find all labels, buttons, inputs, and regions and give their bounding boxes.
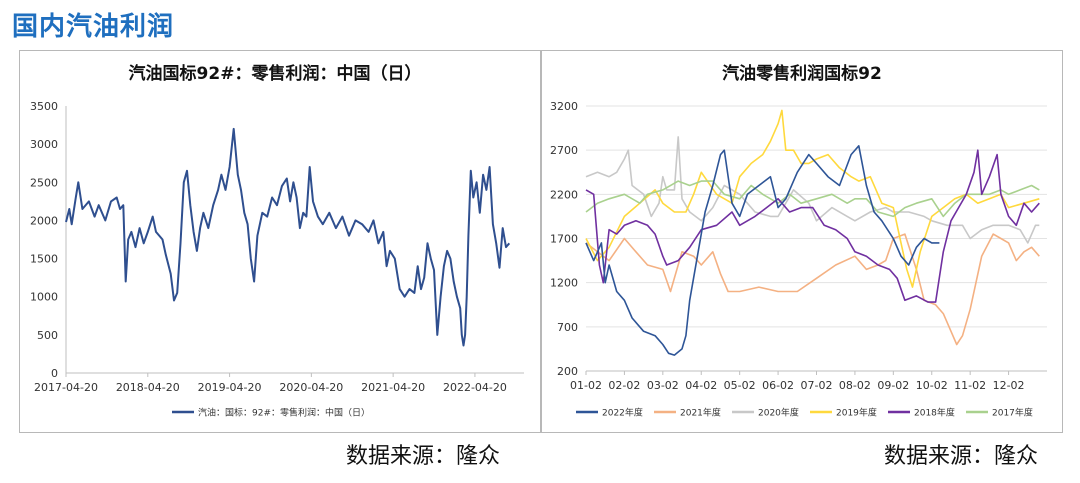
x-tick-label: 2020-04-20 [279,381,343,394]
chart-left-svg: 汽油国标92#：零售利润：中国（日） 0 500 1000 1500 2000 2500 30… [30,63,524,419]
x-tick-label: 09-02 [877,379,909,392]
y-tick-label: 1700 [550,233,578,246]
y-tick-label: 2000 [30,214,58,227]
x-tick-label: 2019-04-20 [198,381,262,394]
source-note-right: 数据来源：隆众 [884,444,1039,469]
y-tick-label: 3200 [550,100,578,113]
series-line [585,136,1040,244]
chart-title: 汽油零售利润国标92 [722,63,882,84]
x-tick-label: 01-02 [570,379,602,392]
series-line [585,149,1040,303]
legend-label: 2021年度 [680,407,721,419]
series-line [585,145,940,356]
x-tick-label: 03-02 [647,379,679,392]
x-tick-label: 2017-04-20 [34,381,98,394]
x-tick-label: 10-02 [916,379,948,392]
legend-label: 2019年度 [836,407,877,419]
x-tick-label: 2022-04-20 [443,381,507,394]
y-tick-label: 500 [37,329,58,342]
y-tick-label: 700 [557,321,578,334]
legend-label: 2018年度 [914,407,955,419]
series-line [585,109,1040,288]
y-tick-label: 1500 [30,253,58,266]
x-tick-label: 11-02 [954,379,986,392]
chart-panel-left: 汽油国标92#：零售利润：中国（日） 0 500 1000 1500 2000 2500 30… [19,50,541,433]
legend-label: 2022年度 [602,407,643,419]
x-tick-label: 04-02 [685,379,717,392]
series-line [585,180,1040,218]
y-tick-label: 2500 [30,176,58,189]
y-tick-label: 3000 [30,138,58,151]
x-tick-label: 05-02 [724,379,756,392]
x-tick-label: 06-02 [762,379,794,392]
y-tick-label: 2200 [550,188,578,201]
legend-label: 汽油：国标：92#：零售利润：中国（日） [198,407,370,419]
legend-label: 2017年度 [992,407,1033,419]
chart-title: 汽油国标92#：零售利润：中国（日） [129,63,422,84]
series-line [585,233,1040,346]
x-tick-label: 2021-04-20 [361,381,425,394]
y-tick-label: 1000 [30,291,58,304]
chart-right-svg: 汽油零售利润国标92 200 700 1200 1700 2200 2700 3200 01-0… [550,63,1047,419]
y-tick-label: 200 [557,365,578,378]
page-title: 国内汽油利润 [12,12,175,42]
x-tick-label: 12-02 [993,379,1025,392]
legend-label: 2020年度 [758,407,799,419]
y-tick-label: 0 [51,367,58,380]
chart-panel-right: 汽油零售利润国标92 200 700 1200 1700 2200 2700 3200 01-0… [541,50,1063,433]
series-line [65,127,511,347]
x-tick-label: 2018-04-20 [116,381,180,394]
x-tick-label: 02-02 [608,379,640,392]
x-tick-label: 08-02 [839,379,871,392]
x-tick-label: 07-02 [801,379,833,392]
source-note-left: 数据来源：隆众 [346,444,501,469]
y-tick-label: 3500 [30,100,58,113]
y-tick-label: 2700 [550,144,578,157]
y-tick-label: 1200 [550,277,578,290]
